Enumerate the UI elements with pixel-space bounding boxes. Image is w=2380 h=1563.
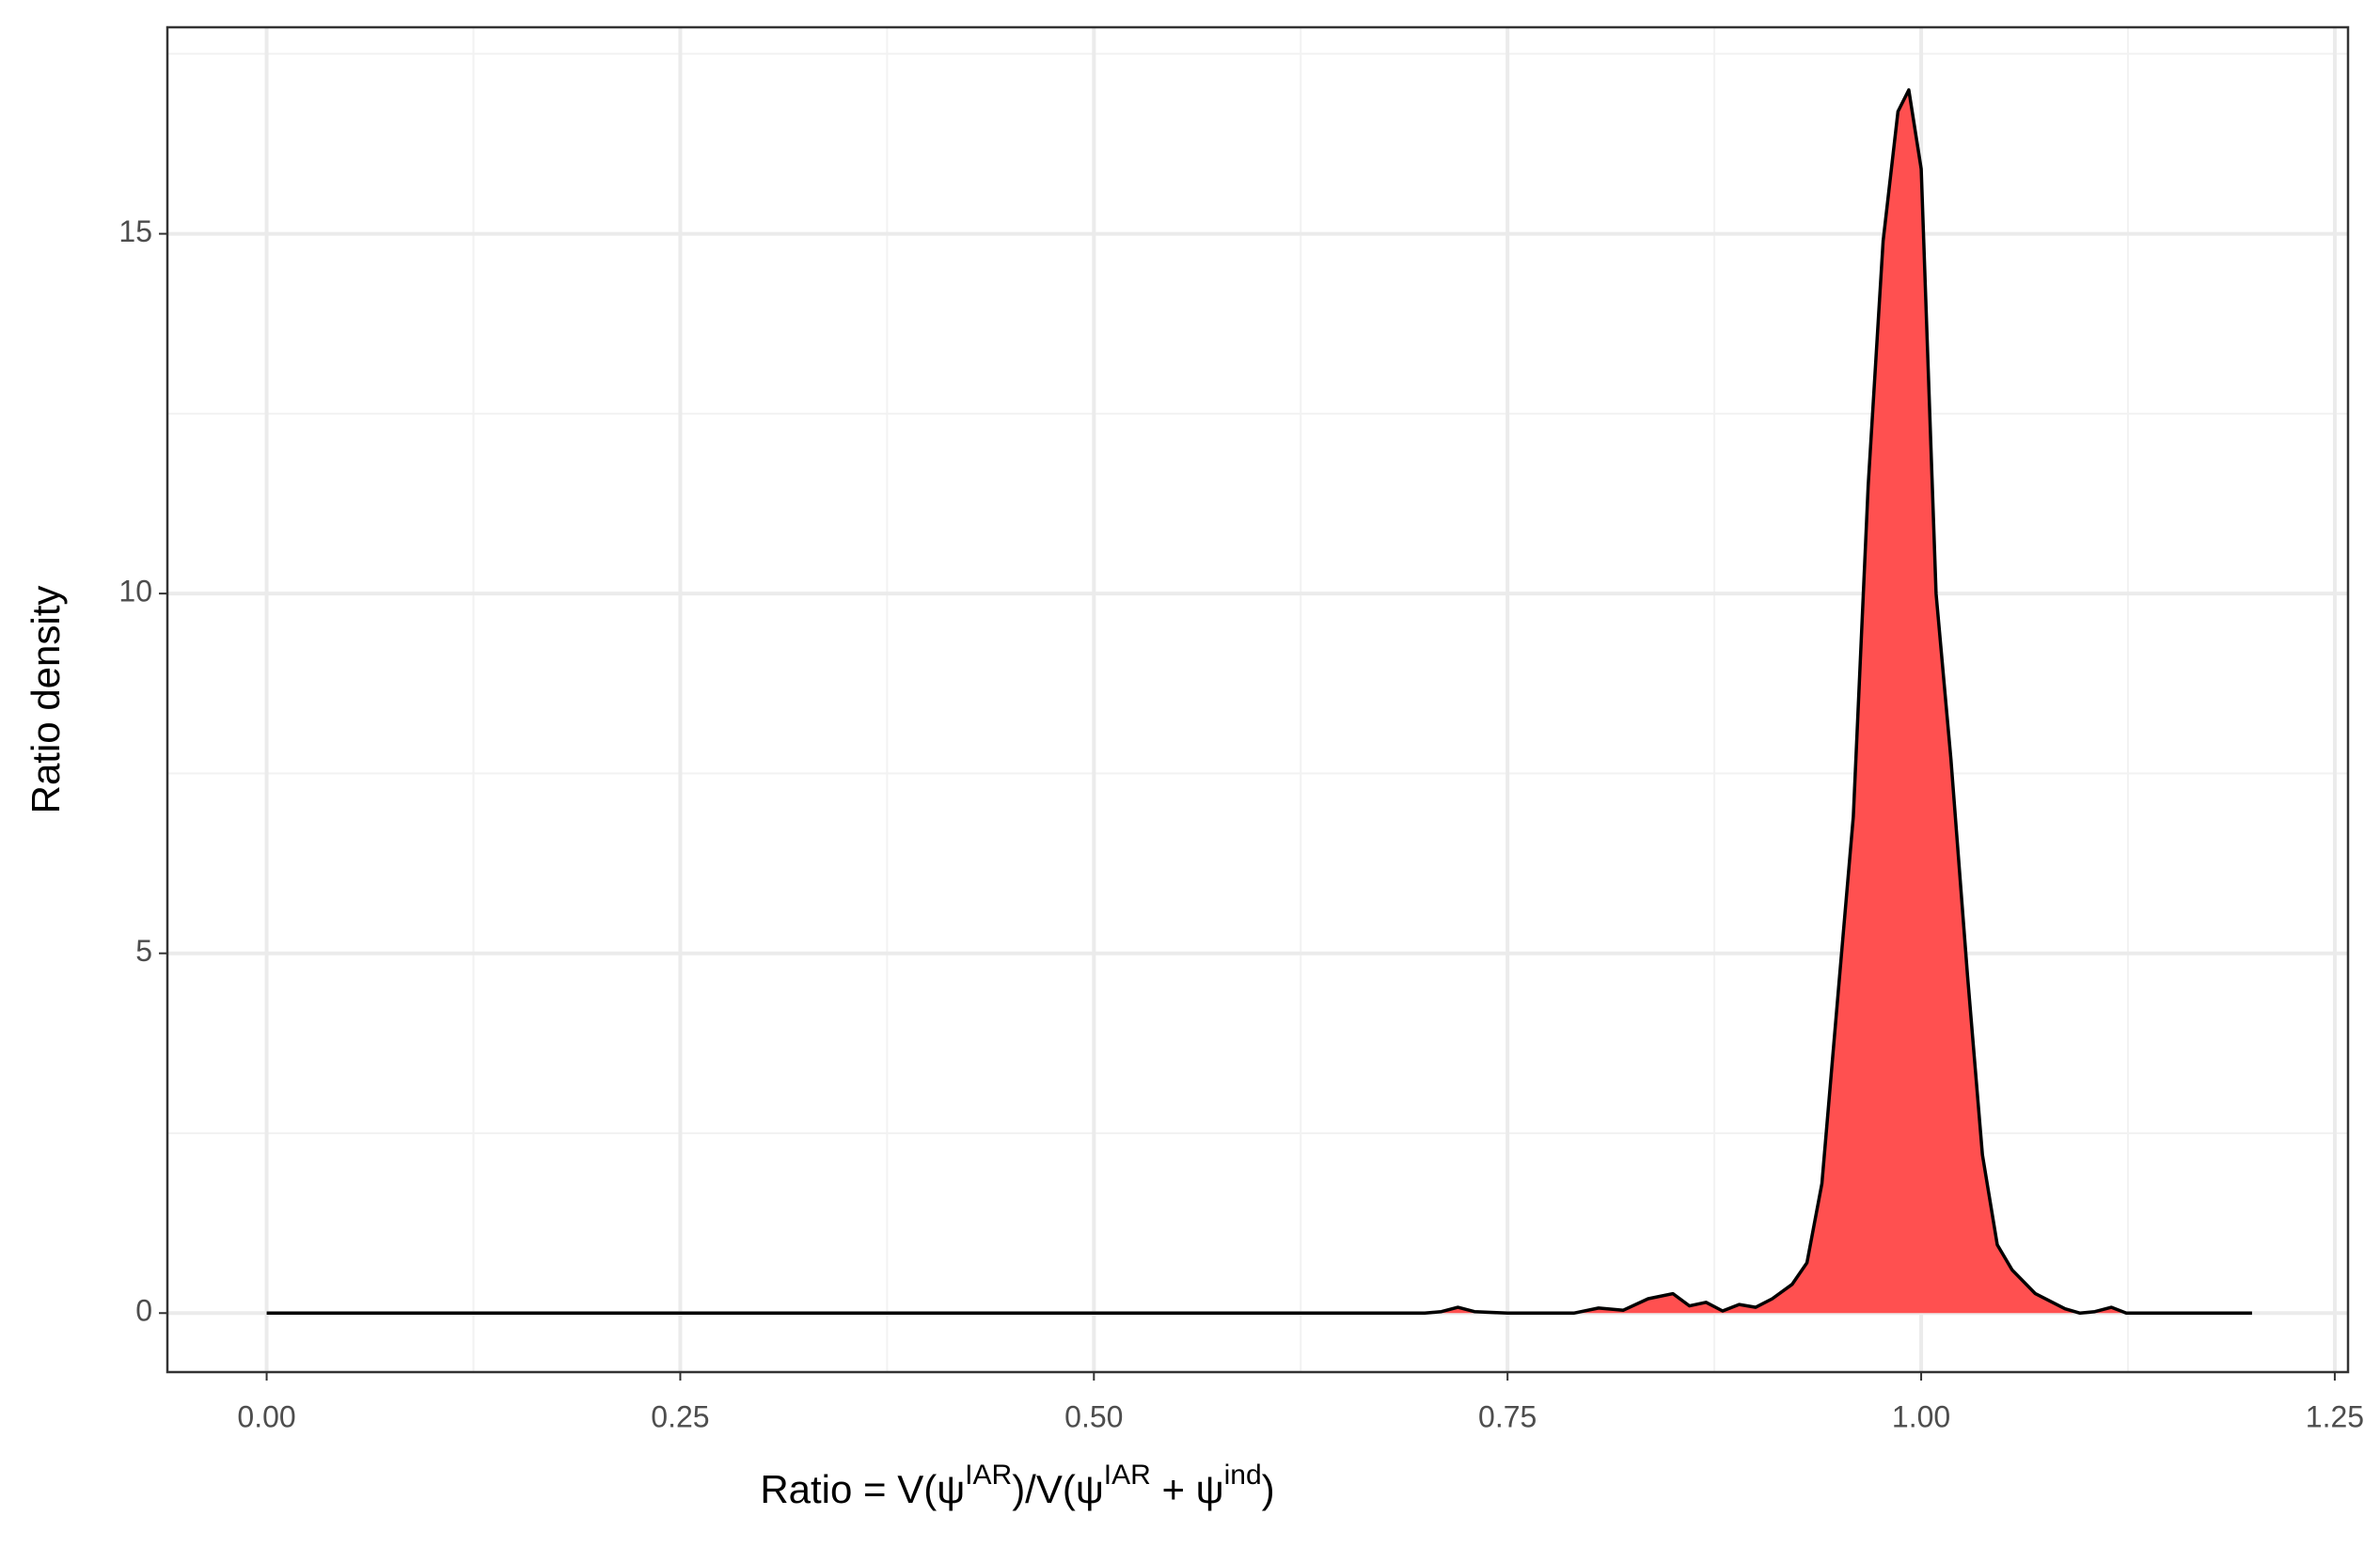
density-line [266,87,2252,1316]
label-part: + ψ [1151,1467,1224,1511]
panel-border [165,25,2350,1374]
x-tick-label: 0.25 [651,1399,709,1433]
y-tick-label: 0 [135,1294,152,1328]
y-tick-label: 10 [118,575,152,608]
x-tick-label: 1.25 [2306,1399,2364,1433]
y-axis-title: Ratio density [24,586,68,814]
x-tick-label: 0.00 [237,1399,295,1433]
x-tick-label: 0.75 [1478,1399,1537,1433]
label-part: )/V(ψ [1012,1467,1104,1511]
x-tick-label: 1.00 [1892,1399,1950,1433]
superscript: IAR [1104,1460,1151,1491]
density-area [266,89,2252,1314]
y-tick-label: 5 [135,934,152,968]
superscript: IAR [965,1460,1012,1491]
y-tick-label: 15 [118,214,152,248]
x-tick-label: 0.50 [1064,1399,1123,1433]
x-axis-title: Ratio = V(ψIAR)/V(ψIAR + ψind) [760,1460,1274,1511]
superscript: ind [1224,1460,1262,1491]
label-part: ) [1262,1467,1275,1511]
label-part: Ratio = V(ψ [760,1467,965,1511]
